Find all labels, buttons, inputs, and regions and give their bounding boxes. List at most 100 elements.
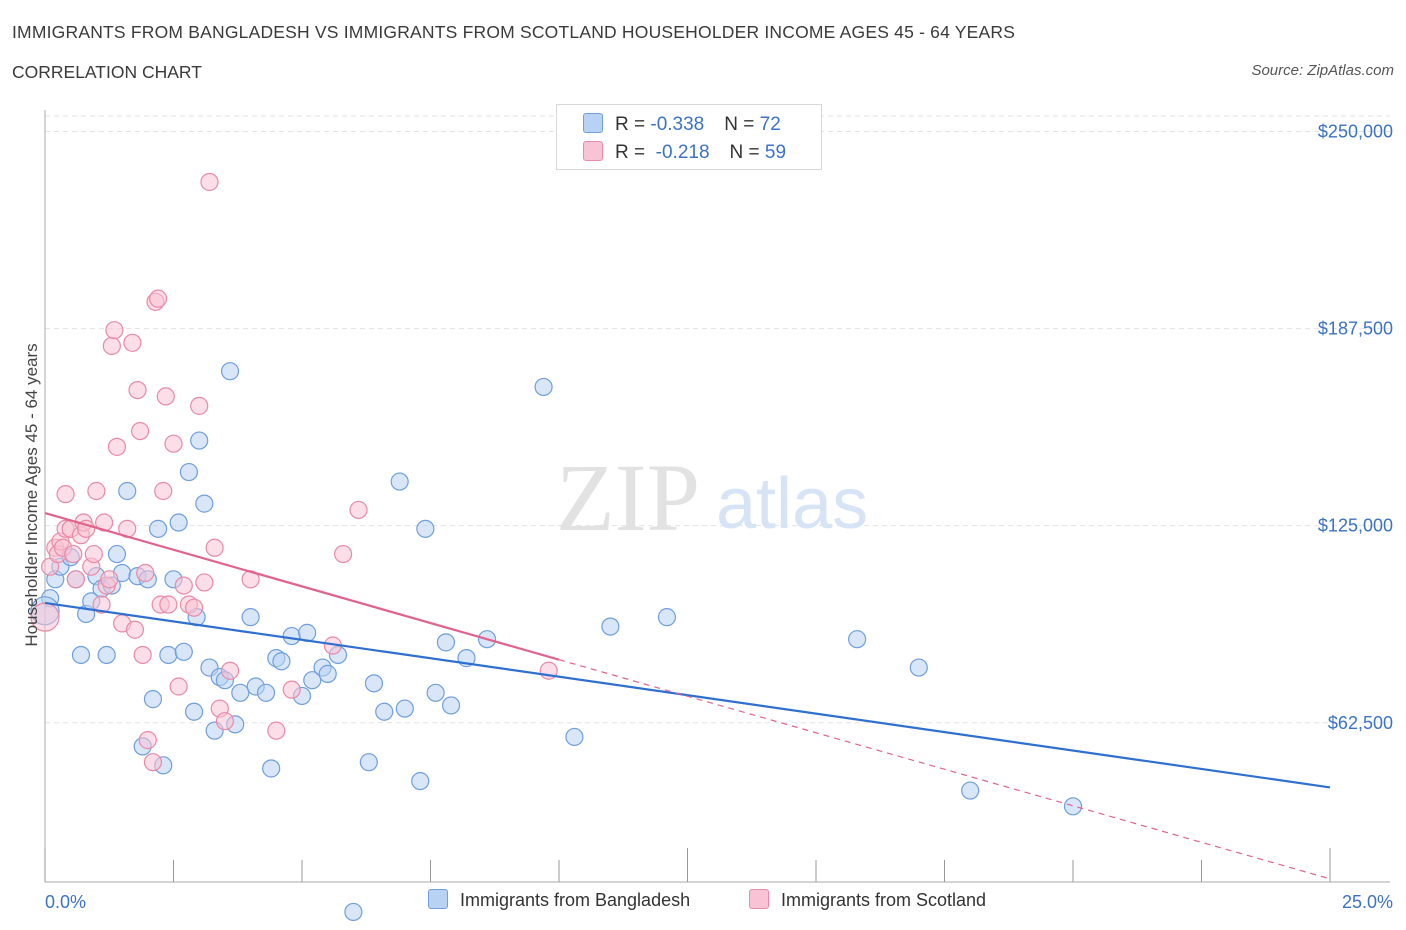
point-bangladesh: [657, 608, 677, 627]
legend-n-label: N =: [729, 142, 765, 163]
point-bangladesh: [148, 519, 168, 538]
point-bangladesh: [1063, 797, 1083, 816]
point-scotland: [66, 570, 85, 589]
legend-n-value: 72: [759, 114, 781, 135]
x-tick-label: 25.0%: [1342, 892, 1393, 912]
gridlines: [45, 115, 1390, 724]
point-scotland: [100, 570, 119, 589]
point-scotland: [174, 576, 193, 595]
point-scotland: [154, 481, 173, 501]
point-bangladesh: [395, 699, 414, 718]
point-bangladesh: [848, 630, 867, 649]
point-scotland: [107, 437, 127, 456]
y-axis-label: Householder Income Ages 45 - 64 years: [22, 343, 41, 646]
legend-swatch-scotland: [583, 141, 603, 161]
point-bangladesh: [375, 702, 394, 721]
point-bangladesh: [190, 431, 209, 450]
point-bangladesh: [118, 481, 137, 501]
point-bangladesh: [262, 759, 281, 778]
point-scotland: [105, 321, 124, 340]
point-scotland: [143, 753, 163, 772]
point-scotland: [169, 677, 188, 696]
point-scotland: [267, 721, 286, 740]
legend-item-bangladesh: Immigrants from Bangladesh: [428, 889, 690, 911]
point-scotland: [128, 380, 147, 400]
point-bangladesh: [436, 633, 456, 652]
point-bangladesh: [364, 674, 384, 693]
point-bangladesh: [344, 902, 363, 922]
y-tick-label: $125,000: [1318, 516, 1393, 536]
point-bangladesh: [220, 362, 240, 381]
legend-label-bangladesh: Immigrants from Bangladesh: [460, 890, 691, 910]
point-scotland: [215, 712, 234, 731]
point-scotland: [87, 481, 106, 501]
point-scotland: [164, 434, 183, 453]
point-bangladesh: [231, 683, 250, 702]
point-scotland: [148, 289, 168, 308]
point-scotland: [92, 595, 111, 614]
y-tick-labels: $62,500 $125,000 $187,500 $250,000: [1318, 122, 1393, 733]
point-scotland: [195, 573, 214, 592]
point-bangladesh: [282, 626, 301, 646]
point-bangladesh: [184, 702, 204, 721]
axes: [44, 110, 1390, 883]
point-bangladesh: [143, 690, 163, 709]
point-scotland: [125, 620, 145, 639]
point-scotland: [159, 595, 178, 614]
y-tick-label: $250,000: [1318, 122, 1393, 142]
point-bangladesh: [441, 696, 461, 715]
point-bangladesh: [411, 771, 430, 791]
point-scotland: [156, 387, 175, 406]
legend-swatch-bangladesh: [428, 889, 448, 909]
point-bangladesh: [565, 727, 584, 747]
point-scotland: [349, 500, 368, 520]
point-scotland: [190, 396, 209, 415]
x-tick-labels: 0.0% 25.0%: [45, 892, 1393, 912]
chart-subtitle: CORRELATION CHART: [12, 62, 202, 82]
y-tick-label: $187,500: [1318, 319, 1393, 339]
point-scotland: [220, 661, 240, 680]
point-scotland: [334, 544, 353, 564]
point-bangladesh: [303, 671, 322, 690]
legend-r-value: -0.218: [650, 142, 710, 163]
point-scotland: [136, 563, 155, 583]
point-bangladesh: [909, 658, 928, 677]
point-scotland: [102, 336, 121, 356]
trend-line-scotland: [44, 512, 560, 661]
point-scotland: [56, 485, 75, 504]
source-credit: Source: ZipAtlas.com: [1251, 62, 1394, 79]
point-scotland: [133, 645, 152, 665]
trend-line-bangladesh: [44, 601, 1331, 789]
point-bangladesh: [107, 544, 127, 564]
watermark: ZIP atlas: [556, 444, 868, 551]
legend-swatch-scotland: [749, 889, 769, 909]
point-bangladesh: [256, 683, 276, 702]
point-bangladesh: [390, 472, 409, 491]
watermark-atlas: atlas: [716, 464, 868, 544]
point-scotland: [205, 538, 224, 557]
stats-legend: R = -0.338 N = 72 R = -0.218 N = 59: [556, 104, 822, 170]
legend-row-scotland: R = -0.218 N = 59: [583, 141, 786, 165]
legend-n-value: 59: [764, 142, 787, 163]
x-tick-label: 0.0%: [45, 892, 86, 912]
point-bangladesh: [97, 645, 116, 665]
y-tick-label: $62,500: [1328, 713, 1393, 733]
legend-r-label: R =: [615, 114, 651, 135]
series-scotland-points: [30, 172, 558, 772]
legend-n-label: N =: [724, 114, 760, 135]
point-scotland: [184, 598, 204, 617]
trend-lines: [44, 512, 1331, 880]
point-scotland: [200, 172, 219, 192]
point-bangladesh: [272, 652, 291, 671]
chart-title: IMMIGRANTS FROM BANGLADESH VS IMMIGRANTS…: [12, 22, 1016, 42]
point-bangladesh: [174, 642, 193, 661]
point-bangladesh: [169, 513, 188, 532]
point-scotland: [282, 680, 301, 699]
legend-item-scotland: Immigrants from Scotland: [749, 889, 986, 911]
legend-r-label: R =: [615, 142, 651, 163]
point-bangladesh: [359, 753, 378, 772]
point-bangladesh: [534, 377, 553, 397]
point-scotland: [130, 421, 150, 441]
point-bangladesh: [426, 683, 445, 702]
